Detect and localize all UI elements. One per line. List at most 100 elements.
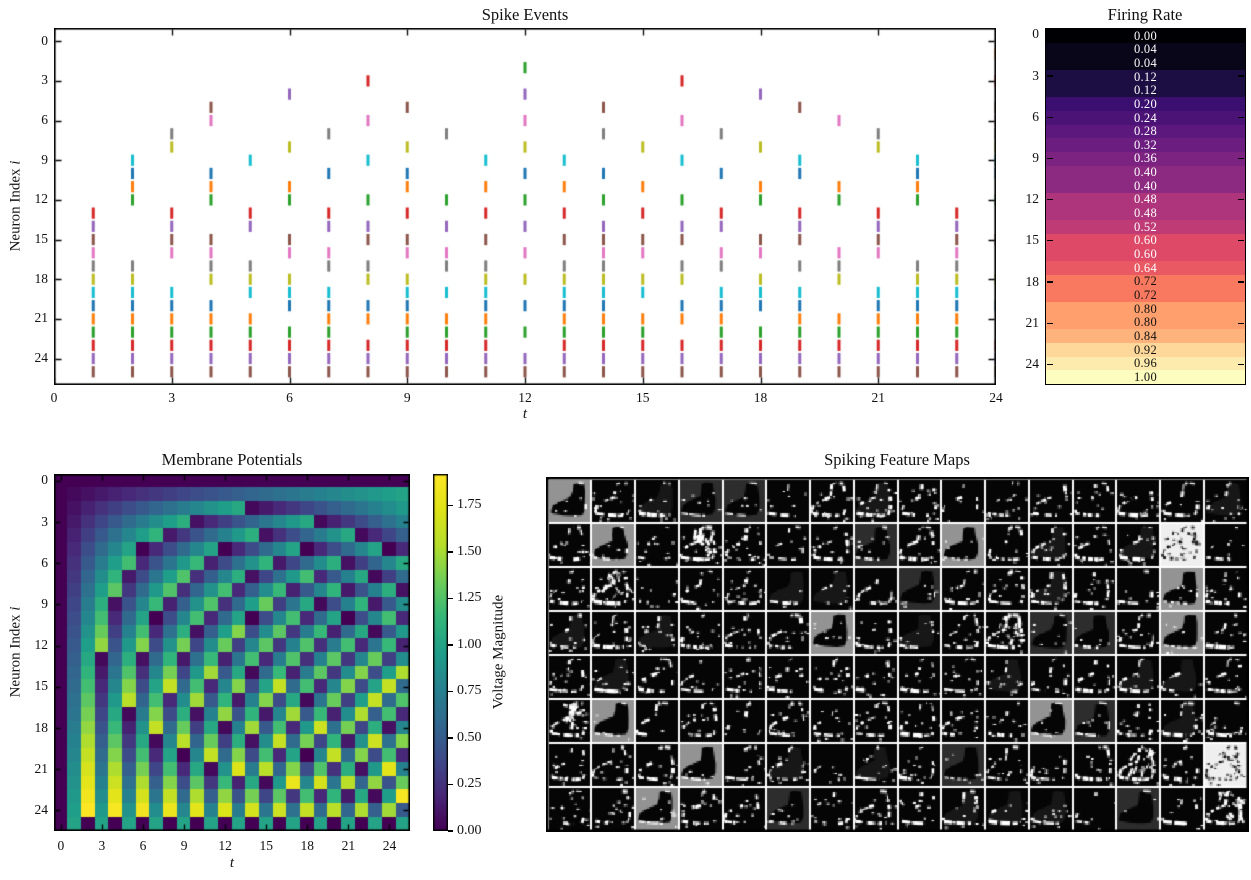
colorbar-tick xyxy=(448,783,453,786)
colorbar-tick xyxy=(448,737,453,739)
firing-rate-tick xyxy=(1238,281,1245,283)
spike-x-tick-label: 3 xyxy=(168,390,176,405)
membrane-y-tick-label: 0 xyxy=(41,472,48,488)
firing-rate-tick xyxy=(1238,240,1245,242)
firing-rate-y-tick-label: 24 xyxy=(1025,355,1040,371)
firing-rate-row: 0.72 xyxy=(1046,274,1245,289)
firing-rate-row: 0.80 xyxy=(1046,302,1245,316)
membrane-heatmap-canvas xyxy=(54,474,410,831)
firing-rate-tick xyxy=(1238,34,1245,36)
spike-x-tick-label: 0 xyxy=(50,390,58,405)
firing-rate-row: 0.96 xyxy=(1046,356,1245,371)
colorbar-tick xyxy=(448,830,453,832)
spike-x-tick-label: 24 xyxy=(989,390,1003,405)
firing-rate-tick xyxy=(1238,363,1245,366)
spike-x-tick-label: 18 xyxy=(753,390,768,405)
colorbar-tick xyxy=(448,551,453,553)
firing-rate-row: 0.04 xyxy=(1046,42,1245,57)
firing-rate-tick xyxy=(1238,116,1245,118)
membrane-y-tick-label: 12 xyxy=(34,637,49,653)
firing-rate-y-tick-label: 3 xyxy=(1032,67,1039,83)
firing-rate-tick xyxy=(1238,198,1245,201)
firing-rate-row: 0.12 xyxy=(1046,69,1245,84)
firing-rate-title: Firing Rate xyxy=(1107,5,1183,24)
firing-rate-tick xyxy=(1046,363,1053,366)
firing-rate-tick xyxy=(1046,157,1053,160)
firing-rate-row: 0.00 xyxy=(1046,29,1245,43)
spike-y-tick-label: 12 xyxy=(34,191,49,207)
spike-raster-canvas xyxy=(54,28,996,385)
firing-rate-tick xyxy=(1046,322,1053,324)
spike-y-tick-label: 6 xyxy=(41,112,48,128)
firing-rate-tick xyxy=(1238,322,1245,324)
membrane-y-tick-label: 9 xyxy=(41,595,48,611)
spike-x-tick-label: 9 xyxy=(403,390,411,405)
firing-rate-row: 0.40 xyxy=(1046,179,1245,193)
membrane-x-tick-label: 24 xyxy=(382,838,397,853)
spike-x-tick-label: 15 xyxy=(636,390,650,405)
spike-y-tick-label: 21 xyxy=(34,310,49,326)
membrane-y-axis-label: Neuron Index i xyxy=(8,607,25,698)
membrane-y-tick-label: 6 xyxy=(41,554,48,570)
firing-rate-tick xyxy=(1046,281,1053,283)
spike-y-axis-label-var: i xyxy=(7,160,24,165)
spike-y-tick-label: 18 xyxy=(34,270,49,286)
spike-x-axis-label: t xyxy=(522,406,528,422)
firing-rate-row: 0.12 xyxy=(1046,83,1245,98)
spike-y-tick-label: 24 xyxy=(34,350,49,366)
colorbar-tick-label: 0.75 xyxy=(457,683,482,699)
colorbar-tick-label: 0.50 xyxy=(457,729,482,745)
firing-rate-row: 0.20 xyxy=(1046,97,1245,111)
membrane-x-tick-label: 21 xyxy=(341,838,356,853)
colorbar-tick-label: 1.00 xyxy=(457,636,482,652)
firing-rate-tick xyxy=(1046,198,1053,201)
membrane-y-tick-label: 24 xyxy=(34,801,49,817)
colorbar-tick-label: 0.00 xyxy=(457,822,482,838)
firing-rate-row: 0.52 xyxy=(1046,220,1245,234)
colorbar-tick-label: 0.25 xyxy=(457,776,482,792)
firing-rate-tick xyxy=(1046,116,1053,118)
membrane-x-tick-label: 3 xyxy=(98,838,106,853)
firing-rate-tick xyxy=(1046,240,1053,242)
firing-rate-row: 1.00 xyxy=(1046,370,1245,385)
firing-rate-row: 0.84 xyxy=(1046,329,1245,344)
membrane-x-tick-label: 9 xyxy=(180,838,188,853)
membrane-x-tick-label: 6 xyxy=(139,838,147,853)
firing-rate-y-tick-label: 12 xyxy=(1025,191,1040,207)
colorbar-tick-label: 1.50 xyxy=(457,543,482,559)
colorbar-tick xyxy=(448,644,453,646)
firing-rate-y-tick-label: 6 xyxy=(1032,108,1039,124)
firing-rate-tick xyxy=(1046,75,1053,77)
membrane-y-tick-label: 15 xyxy=(34,678,49,694)
colorbar-label: Voltage Magnitude xyxy=(490,594,507,710)
colorbar-tick xyxy=(448,690,453,693)
colorbar-tick-label: 1.25 xyxy=(457,590,482,606)
spiking-feature-maps-title: Spiking Feature Maps xyxy=(824,450,970,469)
spike-y-tick-label: 15 xyxy=(34,231,49,247)
membrane-x-tick-label: 15 xyxy=(259,838,273,853)
firing-rate-row: 0.64 xyxy=(1046,261,1245,275)
firing-rate-tick xyxy=(1238,75,1245,77)
feature-maps-canvas xyxy=(546,477,1249,832)
spike-y-tick-label: 0 xyxy=(41,32,48,48)
firing-rate-row: 0.36 xyxy=(1046,151,1245,166)
firing-rate-heatmap: 0.00 0.04 0.04 0.12 0.12 0.20 0.24 0.28 0.32 0.36… xyxy=(1045,28,1246,385)
firing-rate-y-tick-label: 15 xyxy=(1025,232,1040,248)
firing-rate-row: 0.28 xyxy=(1046,124,1245,139)
firing-rate-tick xyxy=(1046,34,1053,36)
membrane-x-tick-label: 18 xyxy=(300,838,315,853)
membrane-y-tick-label: 3 xyxy=(41,513,48,529)
spike-x-tick-label: 21 xyxy=(871,390,886,405)
spike-y-axis-label-text: Neuron Index xyxy=(7,164,24,252)
firing-rate-row: 0.60 xyxy=(1046,233,1245,248)
colorbar-tick xyxy=(448,597,453,600)
spike-x-tick-label: 6 xyxy=(286,390,293,405)
firing-rate-y-tick-label: 21 xyxy=(1025,314,1040,330)
membrane-potentials-title: Membrane Potentials xyxy=(161,450,303,469)
membrane-y-axis-label-var: i xyxy=(7,606,24,611)
firing-rate-y-tick-label: 0 xyxy=(1032,26,1039,42)
membrane-y-axis-label-text: Neuron Index xyxy=(7,610,24,698)
firing-rate-tick xyxy=(1238,157,1245,160)
firing-rate-row: 0.80 xyxy=(1046,315,1245,330)
